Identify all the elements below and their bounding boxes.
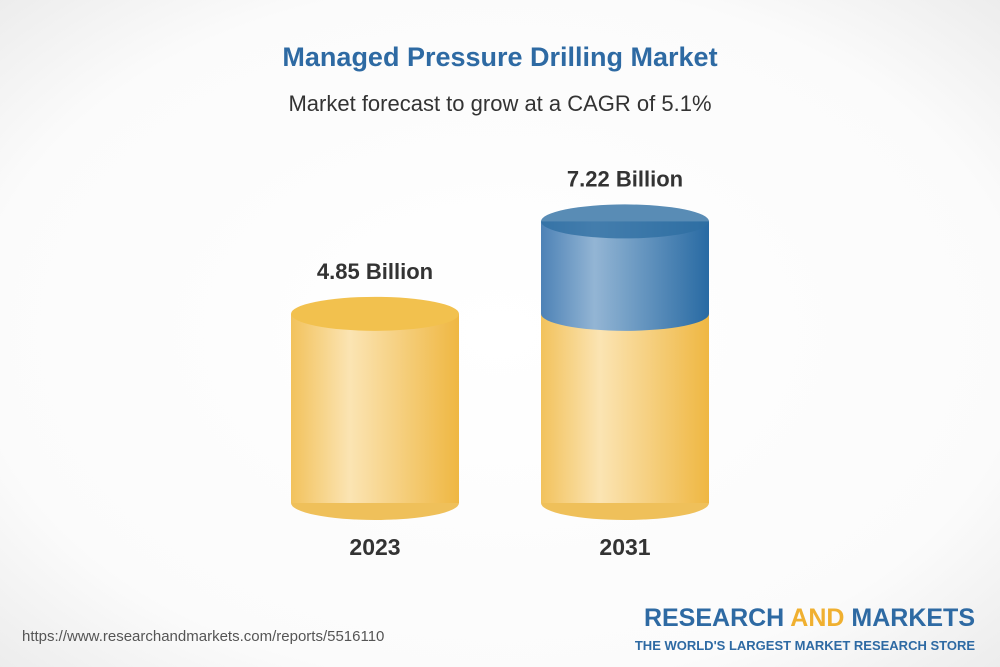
plot: 4.85 Billion 2023 7.22 Billion 2031 xyxy=(291,166,709,560)
cylinder-top xyxy=(541,204,709,239)
bar xyxy=(541,313,709,503)
cylinder xyxy=(291,296,459,520)
logo-tagline: THE WORLD'S LARGEST MARKET RESEARCH STOR… xyxy=(635,638,975,653)
x-tick-label: 2023 xyxy=(349,534,400,560)
value-label: 7.22 Billion xyxy=(567,166,683,191)
chart-title: Managed Pressure Drilling Market xyxy=(282,42,717,72)
logo-word: AND xyxy=(790,604,844,632)
logo-word: RESEARCH xyxy=(644,604,784,632)
source-url: https://www.researchandmarkets.com/repor… xyxy=(22,628,384,645)
cylinder-top xyxy=(291,296,459,331)
logo: RESEARCH AND MARKETS xyxy=(644,604,975,632)
bar xyxy=(291,313,459,503)
logo-word: MARKETS xyxy=(851,604,975,632)
value-label: 4.85 Billion xyxy=(317,259,433,284)
x-tick-label: 2031 xyxy=(599,534,650,560)
chart-subtitle: Market forecast to grow at a CAGR of 5.1… xyxy=(288,91,711,116)
cylinder xyxy=(541,204,709,520)
